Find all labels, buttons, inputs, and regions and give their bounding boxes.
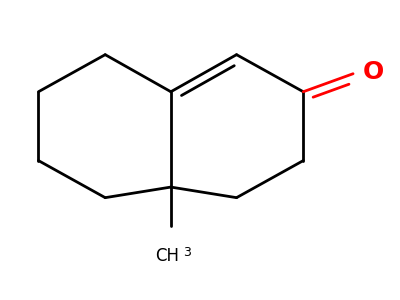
Text: CH: CH	[155, 248, 179, 266]
Text: O: O	[362, 60, 384, 84]
Text: 3: 3	[183, 246, 191, 260]
